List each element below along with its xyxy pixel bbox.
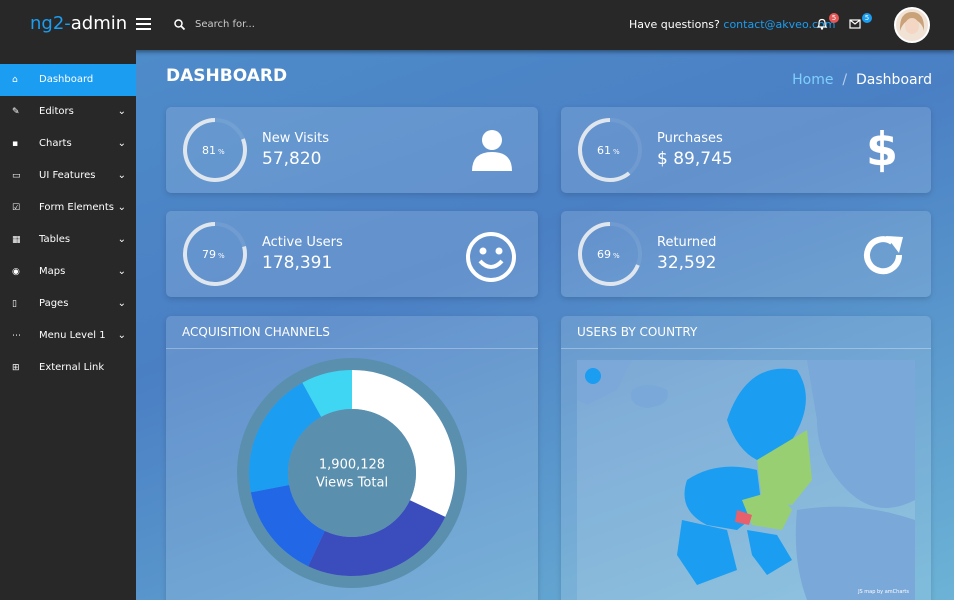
stat-value: 57,820 [262, 149, 322, 169]
donut-frame [237, 358, 467, 588]
donut-segment [302, 369, 352, 417]
stat-label: Active Users [262, 235, 343, 250]
nav-item[interactable]: ▭ UI Features ⌄ [12, 170, 126, 181]
bell-icon[interactable] [816, 18, 828, 30]
dollar-icon: $ [866, 125, 898, 175]
nav-label: Form Elements [39, 202, 114, 213]
nav-label: Maps [39, 266, 66, 277]
nav-item[interactable]: ⋯ Menu Level 1 ⌄ [12, 330, 126, 341]
nav-item[interactable]: ▦ Tables ⌄ [12, 234, 126, 245]
menu-toggle[interactable] [136, 17, 152, 31]
nav-item[interactable]: ⌂ Dashboard [0, 64, 136, 96]
percent-value: 81 [202, 144, 216, 157]
donut-segment [308, 500, 446, 576]
breadcrumb-current: Dashboard [856, 72, 932, 88]
smile-icon [466, 232, 516, 282]
top-bar: ng2-admin Search for... Have questions? … [0, 0, 954, 50]
mail-icon[interactable] [849, 19, 861, 29]
percent-unit: % [613, 148, 620, 156]
percent-unit: % [218, 148, 225, 156]
nav-label: Menu Level 1 [39, 330, 106, 341]
nav-label: Tables [39, 234, 71, 245]
nav-item[interactable]: ✎ Editors ⌄ [12, 106, 126, 117]
donut-center [288, 409, 416, 537]
progress-ring [578, 118, 631, 182]
person-icon [472, 130, 512, 171]
donut-segment [250, 484, 325, 567]
svg-text:$: $ [866, 125, 898, 175]
panel-title: ACQUISITION CHANNELS [182, 325, 330, 339]
map-credit: JS map by amCharts [857, 589, 909, 595]
percent-value: 79 [202, 248, 216, 261]
map: JS map by amCharts [577, 360, 915, 600]
nav-item[interactable]: ▪ Charts ⌄ [12, 138, 126, 149]
search-input[interactable]: Search for... [195, 19, 255, 30]
progress-ring [183, 118, 247, 182]
stat-value: $ 89,745 [657, 149, 733, 169]
logo-b: admin [70, 13, 128, 34]
nav-label: UI Features [39, 170, 96, 181]
avatar[interactable] [894, 7, 930, 43]
nav-item[interactable]: ◉ Maps ⌄ [12, 266, 126, 277]
donut-segment [352, 370, 455, 517]
donut-segment [249, 382, 322, 493]
stat-label: Purchases [657, 131, 723, 146]
sidebar: ⌂ Dashboard ✎ Editors ⌄ ▪ Charts ⌄ ▭ UI Featur… [0, 50, 136, 600]
progress-ring [183, 222, 247, 286]
search-icon [174, 19, 186, 31]
email-link[interactable]: contact@akveo.com [723, 18, 836, 31]
percent-value: 69 [597, 248, 611, 261]
percent-unit: % [613, 252, 620, 260]
percent-value: 61 [597, 144, 611, 157]
breadcrumb-link[interactable]: Home [792, 72, 834, 88]
percent-unit: % [218, 252, 225, 260]
stat-value: 178,391 [262, 253, 333, 273]
message-badge: 5 [862, 13, 872, 23]
panel-title: USERS BY COUNTRY [577, 325, 698, 339]
nav-item[interactable]: ▯ Pages ⌄ [12, 298, 126, 309]
stat-label: New Visits [262, 131, 329, 146]
nav-item[interactable]: ⊞ External Link [12, 362, 105, 373]
refresh-icon [864, 236, 903, 275]
nav-label: Editors [39, 106, 74, 117]
notification-badge: 5 [829, 13, 839, 23]
logo[interactable]: ng2-admin [30, 13, 127, 34]
nav-item[interactable]: ☑ Form Elements ⌄ [12, 202, 126, 213]
logo-a: ng2- [30, 13, 71, 34]
donut-total: 1,900,128 [319, 458, 385, 473]
page-title: DASHBOARD [166, 66, 288, 86]
nav-label: Charts [39, 138, 72, 149]
questions-text: Have questions? [629, 18, 720, 31]
nav-label: Dashboard [39, 74, 94, 85]
breadcrumb: Home / Dashboard [792, 72, 932, 88]
stat-value: 32,592 [657, 253, 717, 273]
donut-total-label: Views Total [316, 476, 388, 491]
questions: Have questions? contact@akveo.com [629, 18, 835, 31]
progress-ring [578, 222, 640, 286]
nav-label: External Link [39, 362, 105, 373]
stat-label: Returned [657, 235, 717, 250]
nav-label: Pages [39, 298, 69, 309]
